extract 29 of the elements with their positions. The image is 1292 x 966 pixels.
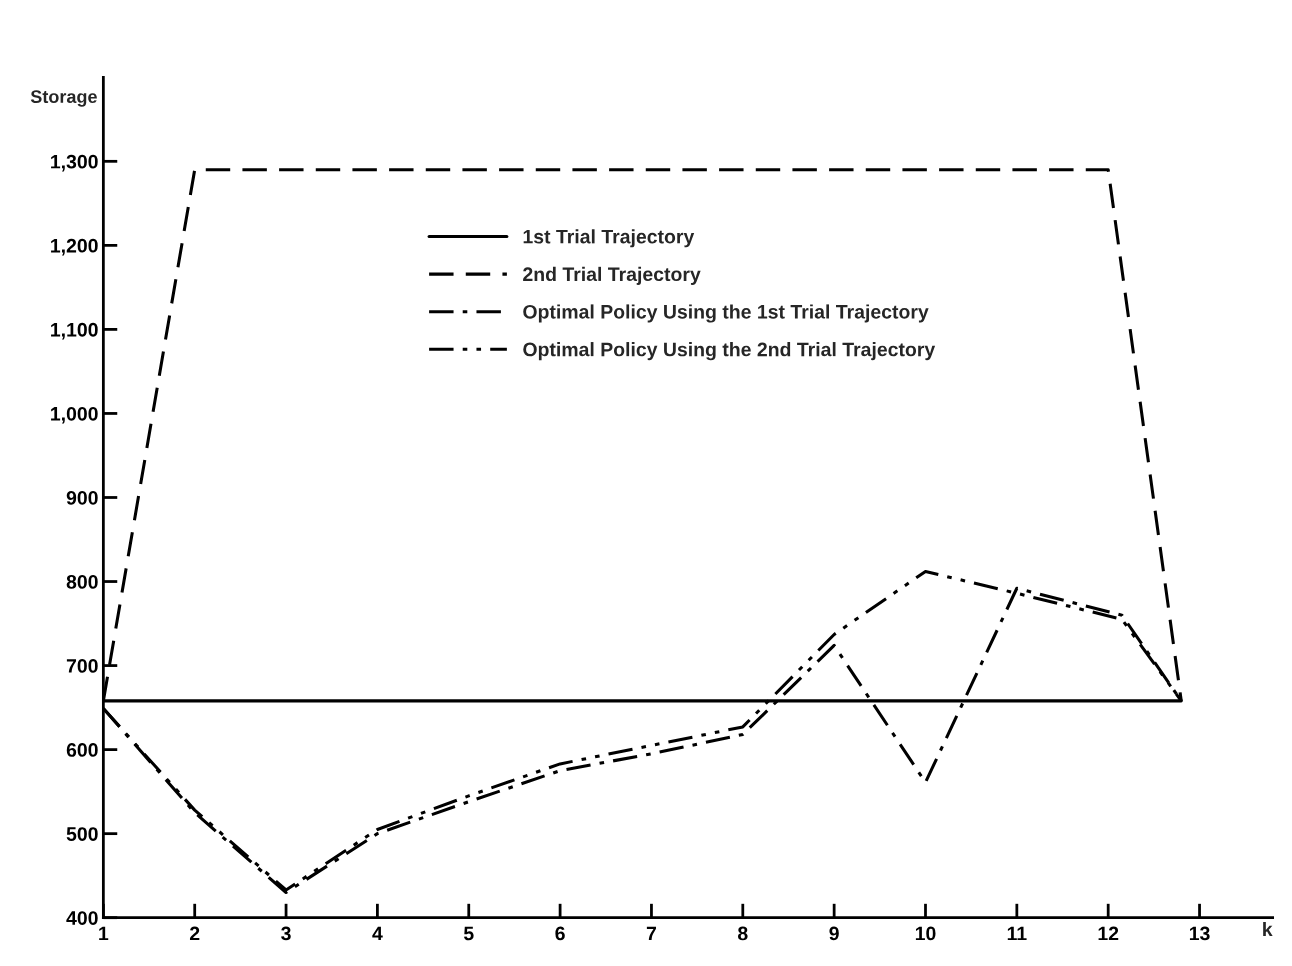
- x-tick-label: 11: [1007, 926, 1027, 941]
- legend-label: Optimal Policy Using the 2nd Trial Trajectory: [523, 342, 936, 361]
- y-tick-label: 800: [66, 575, 98, 589]
- y-tick-label: 400: [66, 911, 98, 925]
- legend-label: Optimal Policy Using the 1st Trial Trajectory: [523, 304, 929, 323]
- y-tick-label: 1,300: [51, 154, 98, 172]
- x-tick-label: 4: [372, 926, 383, 941]
- y-tick-label: 500: [66, 827, 98, 841]
- x-tick-label: 6: [555, 926, 565, 941]
- x-tick-label: 7: [646, 926, 656, 941]
- x-tick-label: 1: [99, 926, 109, 941]
- x-tick-label: 13: [1189, 926, 1210, 941]
- x-tick-label: 2: [189, 926, 200, 941]
- x-axis-title: k: [1263, 921, 1273, 936]
- legend-label: 1st Trial Trajectory: [523, 229, 695, 248]
- x-tick-label: 5: [463, 926, 474, 941]
- x-tick-label: 8: [738, 926, 748, 941]
- y-tick-label: 1,200: [51, 238, 98, 256]
- x-tick-label: 12: [1098, 926, 1119, 941]
- y-tick-label: 1,000: [51, 406, 98, 424]
- y-tick-label: 700: [66, 659, 98, 673]
- y-axis-title: Storage: [30, 90, 97, 107]
- x-tick-label: 10: [915, 926, 936, 941]
- x-tick-label: 9: [829, 926, 839, 941]
- legend-label: 2nd Trial Trajectory: [523, 266, 701, 285]
- y-tick-label: 1,100: [51, 322, 98, 340]
- x-tick-label: 3: [281, 926, 291, 941]
- y-tick-label: 600: [66, 743, 98, 757]
- y-tick-label: 900: [66, 490, 98, 505]
